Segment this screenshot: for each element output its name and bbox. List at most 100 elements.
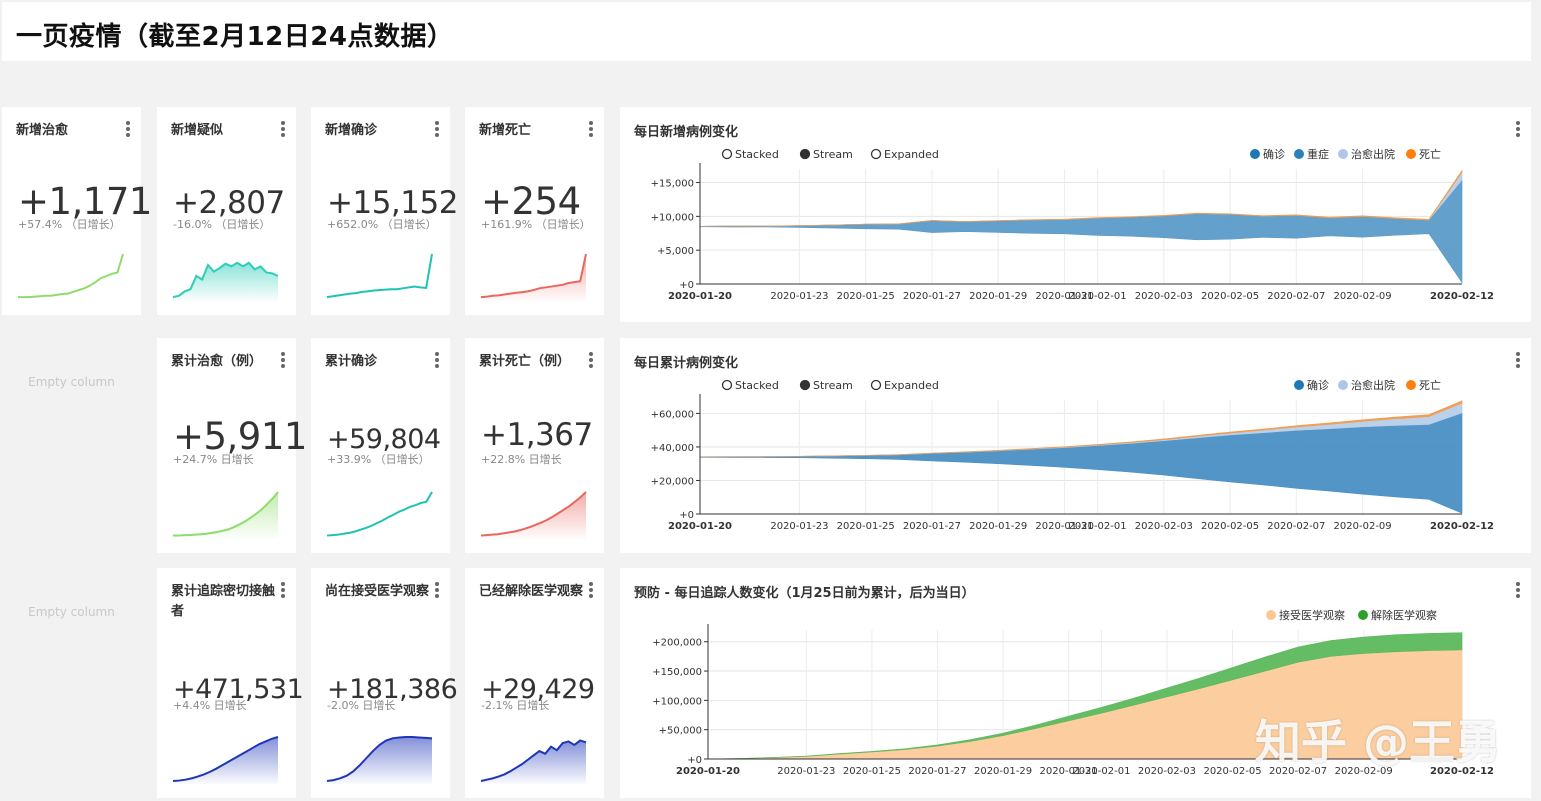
x-tick-label: 2020-02-09	[1335, 766, 1393, 777]
legend-item[interactable]: 确诊	[1294, 378, 1329, 392]
legend-item[interactable]: 解除医学观察	[1358, 608, 1437, 622]
area-series-2	[699, 400, 1463, 458]
more-menu-icon[interactable]	[434, 352, 440, 368]
area-series-3	[699, 169, 1463, 227]
x-tick-label: 2020-02-01	[1069, 521, 1127, 532]
x-tick-label: 2020-02-05	[1203, 766, 1261, 777]
x-tick-label: 2020-01-25	[837, 521, 895, 532]
watermark: 知乎 @王勇	[1255, 715, 1502, 769]
sparkline-new-confirmed	[326, 253, 433, 299]
stat-value: +2,807	[173, 185, 285, 221]
x-tick-label: 2020-02-03	[1135, 521, 1193, 532]
stat-title: 已经解除医学观察	[479, 584, 584, 599]
stat-growth: +24.7% 日增长	[173, 453, 254, 466]
y-tick-label: +20,000	[651, 476, 694, 487]
more-menu-icon[interactable]	[434, 582, 440, 598]
more-menu-icon[interactable]	[1515, 121, 1521, 137]
svg-text:确诊: 确诊	[1307, 378, 1329, 392]
mode-expanded[interactable]: Expanded	[870, 379, 939, 392]
stat-growth: +57.4% （日增长）	[18, 218, 121, 231]
area-series-1	[707, 632, 1463, 760]
chart-card-tracking: 预防 - 每日追踪人数变化（1月25日前为累计，后为当日） 接受医学观察 解除医学…	[620, 568, 1531, 798]
more-menu-icon[interactable]	[588, 121, 594, 137]
more-menu-icon[interactable]	[125, 121, 131, 137]
area-series-0	[699, 179, 1463, 284]
sparkline-released	[480, 739, 587, 784]
sparkline-line	[326, 736, 433, 782]
chart-card-daily-total: 每日累计病例变化 Stacked Stream Expanded 确诊 治愈出院 死亡 +0…	[620, 338, 1531, 553]
x-tick-label: 2020-02-12	[1430, 291, 1494, 302]
sparkline-line	[326, 253, 433, 299]
svg-text:Stacked: Stacked	[735, 148, 779, 161]
x-tick-label: 2020-01-27	[903, 521, 961, 532]
x-tick-label: 2020-01-29	[969, 291, 1027, 302]
x-tick-label: 2020-02-09	[1334, 521, 1392, 532]
mode-stacked[interactable]: Stacked	[721, 148, 779, 161]
sparkline-line	[326, 491, 433, 537]
stat-value: +1,367	[481, 417, 593, 453]
legend-item[interactable]: 死亡	[1406, 147, 1441, 161]
stat-growth: +652.0% （日增长）	[327, 218, 437, 231]
sparkline-line	[172, 736, 279, 782]
svg-text:Stacked: Stacked	[735, 379, 779, 392]
x-tick-label: 2020-01-23	[777, 766, 835, 777]
y-tick-label: +10,000	[651, 212, 694, 223]
stat-card-total-death: 累计死亡（例） +1,367 +22.8% 日增长	[465, 338, 604, 553]
stat-card-under-observation: 尚在接受医学观察 +181,386 -2.0% 日增长	[311, 568, 458, 798]
legend-item[interactable]: 治愈出院	[1338, 378, 1395, 392]
stat-growth: -16.0% （日增长）	[173, 218, 271, 231]
x-tick-label: 2020-02-07	[1267, 291, 1325, 302]
y-tick-label: +60,000	[651, 409, 694, 420]
more-menu-icon[interactable]	[280, 582, 286, 598]
more-menu-icon[interactable]	[280, 121, 286, 137]
more-menu-icon[interactable]	[1515, 582, 1521, 598]
mode-expanded[interactable]: Expanded	[870, 148, 939, 161]
x-tick-label: 2020-01-23	[770, 521, 828, 532]
stat-card-new-suspected: 新增疑似 +2,807 -16.0% （日增长）	[157, 107, 296, 315]
mode-stacked[interactable]: Stacked	[721, 379, 779, 392]
sparkline-line	[18, 253, 124, 299]
stat-value: +59,804	[327, 424, 441, 455]
x-tick-label: 2020-02-03	[1135, 291, 1193, 302]
x-tick-label: 2020-02-05	[1201, 521, 1259, 532]
sparkline-area	[481, 492, 586, 539]
x-tick-label: 2020-02-07	[1267, 521, 1325, 532]
more-menu-icon[interactable]	[280, 352, 286, 368]
x-tick-label: 2020-01-29	[969, 521, 1027, 532]
x-tick-label: 2020-02-09	[1334, 291, 1392, 302]
x-tick-label: 2020-01-20	[668, 291, 732, 302]
sparkline-area	[173, 737, 278, 784]
legend-item[interactable]: 死亡	[1406, 378, 1441, 392]
svg-text:死亡: 死亡	[1419, 147, 1441, 161]
more-menu-icon[interactable]	[1515, 352, 1521, 368]
legend-item[interactable]: 确诊	[1250, 147, 1285, 161]
legend-item[interactable]: 接受医学观察	[1266, 608, 1345, 622]
empty-column-2: Empty column	[28, 605, 115, 619]
more-menu-icon[interactable]	[588, 582, 594, 598]
stat-title: 尚在接受医学观察	[325, 584, 430, 599]
legend-item[interactable]: 治愈出院	[1338, 147, 1395, 161]
stat-card-new-cured: 新增治愈 +1,171 +57.4% （日增长）	[2, 107, 152, 315]
page-title: 一页疫情（截至2月12日24点数据）	[16, 22, 454, 52]
stat-value: +29,429	[481, 674, 595, 705]
sparkline-line	[173, 491, 279, 537]
more-menu-icon[interactable]	[588, 352, 594, 368]
stat-value: +1,171	[18, 180, 152, 223]
svg-text:死亡: 死亡	[1419, 378, 1441, 392]
svg-text:确诊: 确诊	[1263, 147, 1285, 161]
legend-item[interactable]: 重症	[1294, 147, 1329, 161]
y-tick-label: +200,000	[652, 638, 702, 649]
mode-stream[interactable]: Stream	[799, 379, 853, 392]
mode-stream[interactable]: Stream	[799, 148, 853, 161]
stat-title: 累计确诊	[325, 354, 378, 369]
daily-new-chart: Stacked Stream Expanded 确诊 重症 治愈出院 死亡 +0 +5,000 +…	[651, 147, 1494, 302]
sparkline-area	[173, 262, 278, 301]
empty-column-1: Empty column	[28, 375, 115, 389]
y-tick-label: +150,000	[652, 667, 702, 678]
more-menu-icon[interactable]	[434, 121, 440, 137]
sparkline-total-cured	[173, 491, 279, 539]
stat-growth: +4.4% 日增长	[173, 699, 247, 712]
x-tick-label: 2020-01-25	[837, 291, 895, 302]
stat-title: 新增确诊	[325, 123, 378, 138]
stat-growth: -2.1% 日增长	[481, 699, 550, 712]
